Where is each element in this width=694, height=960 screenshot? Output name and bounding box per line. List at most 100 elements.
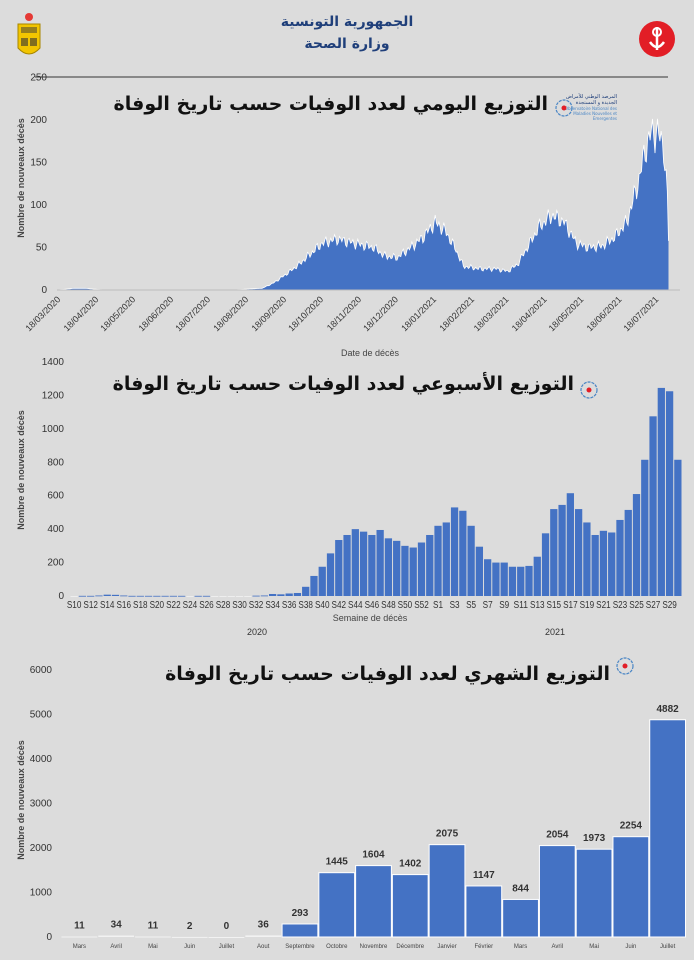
x-tick-label: Juin: [625, 944, 636, 950]
x-tick-label: S3: [450, 600, 460, 611]
weekly-bar-S46: [368, 534, 376, 596]
weekly-bar-S13: [533, 556, 541, 596]
weekly-bar-S19: [583, 522, 591, 596]
weekly-bar-S23: [616, 519, 624, 596]
monthly-bar-8: [355, 865, 392, 938]
x-tick-label: Avril: [110, 944, 122, 950]
weekly-chart-title: التوزيع الأسبوعي لعدد الوفيات حسب تاريخ …: [112, 373, 574, 395]
ministry-emblem-icon: [638, 20, 676, 58]
monthly-bar-11: [465, 885, 503, 938]
value-label: 1604: [362, 850, 385, 861]
observatory-logo-dot: [622, 663, 628, 669]
x-tick-label: S22: [166, 600, 181, 611]
y-tick-label: 800: [47, 457, 64, 468]
weekly-bar-S12: [87, 595, 95, 597]
observatory-logo: المرصد الوطني للأمراض الجديدة و المستجدة…: [555, 94, 617, 124]
weekly-bar-S24: [624, 509, 632, 596]
weekly-bar-S16: [120, 595, 128, 597]
x-tick-label: S42: [332, 600, 347, 611]
weekly-bar-S27: [211, 596, 219, 597]
x-tick-label: Aout: [257, 944, 270, 950]
y-tick-label: 0: [46, 932, 52, 943]
x-tick-label: S20: [150, 600, 165, 611]
weekly-bar-S13: [95, 595, 103, 597]
monthly-chart-title: التوزيع الشهري لعدد الوفيات حسب تاريخ ال…: [165, 663, 610, 685]
value-label: 11: [74, 921, 85, 932]
monthly-bar-0: [61, 936, 98, 938]
x-tick-label: Décembre: [396, 944, 424, 950]
value-label: 4882: [656, 704, 679, 715]
x-tick-label: S21: [596, 600, 611, 611]
header-ministry: وزارة الصحة: [304, 36, 390, 52]
weekly-bar-S2: [442, 522, 450, 596]
x-tick-label: S48: [381, 600, 396, 611]
y-tick-label: 1000: [42, 424, 65, 435]
weekly-bar-S53: [426, 534, 434, 596]
value-label: 1973: [583, 833, 606, 844]
value-label: 1445: [326, 857, 349, 868]
weekly-bar-S29: [665, 391, 674, 596]
weekly-bar-S12: [525, 565, 533, 596]
weekly-bar-S30: [235, 596, 244, 597]
weekly-bar-S11: [78, 595, 87, 597]
weekly-bar-S28: [657, 387, 665, 596]
year-label: 2021: [545, 627, 565, 637]
header-republic: الجمهورية التونسية: [280, 14, 414, 30]
weekly-bar-S48: [384, 538, 393, 596]
x-tick-label: Septembre: [285, 944, 315, 950]
x-tick-label: Novembre: [360, 944, 388, 950]
x-tick-label: 18/06/2021: [585, 294, 624, 333]
weekly-bar-S17: [566, 493, 574, 596]
y-tick-label: 3000: [30, 799, 53, 810]
x-tick-label: Janvier: [437, 944, 456, 950]
weekly-bar-S14: [103, 594, 111, 596]
x-tick-label: S14: [100, 600, 115, 611]
weekly-bar-S38: [302, 586, 310, 596]
weekly-bar-S3: [450, 507, 459, 596]
y-tick-label: 200: [47, 558, 64, 569]
x-tick-label: S9: [499, 600, 509, 611]
y-tick-label: 2000: [30, 843, 53, 854]
value-label: 844: [512, 883, 529, 894]
weekly-bar-S47: [376, 529, 384, 596]
weekly-bar-S26: [202, 595, 211, 597]
value-label: 11: [148, 921, 159, 932]
x-tick-label: S34: [265, 600, 280, 611]
monthly-bar-5: [245, 935, 282, 937]
weekly-bar-S4: [459, 510, 467, 596]
weekly-bar-S8: [492, 562, 500, 596]
value-label: 2254: [620, 821, 643, 832]
x-tick-label: Avril: [552, 944, 564, 950]
x-tick-label: Mars: [73, 944, 86, 950]
x-tick-label: 18/04/2021: [510, 294, 549, 333]
weekly-bar-S34: [268, 593, 277, 596]
monthly-bar-12: [502, 898, 539, 938]
monthly-bar-10: [428, 844, 466, 938]
weekly-bar-S1: [434, 525, 442, 596]
weekly-bar-S18: [574, 509, 583, 596]
weekly-bar-S7: [484, 559, 492, 596]
x-tick-label: S18: [133, 600, 148, 611]
weekly-bar-S29: [227, 596, 235, 597]
y-axis-title: Nombre de nouveaux décès: [16, 118, 26, 238]
x-tick-label: 18/08/2020: [211, 294, 250, 333]
year-label: 2020: [247, 627, 267, 637]
x-tick-label: S12: [83, 600, 98, 611]
monthly-bar-4: [208, 937, 245, 938]
y-axis-title: Nombre de nouveaux décès: [16, 740, 26, 860]
monthly-bar-3: [171, 936, 208, 938]
weekly-bar-S10: [508, 566, 517, 596]
x-tick-label: S32: [249, 600, 264, 611]
x-tick-label: S44: [348, 600, 363, 611]
observatory-logo-dot: [586, 387, 592, 393]
weekly-bar-S41: [326, 553, 335, 596]
y-tick-label: 1000: [30, 888, 53, 899]
monthly-bar-16: [649, 719, 686, 938]
x-tick-label: 18/09/2020: [249, 294, 288, 333]
x-tick-label: S16: [116, 600, 131, 611]
x-tick-label: S5: [466, 600, 476, 611]
monthly-bar-9: [391, 874, 429, 938]
x-tick-label: 18/12/2020: [361, 294, 400, 333]
value-label: 293: [292, 908, 309, 919]
weekly-bar-S22: [608, 532, 616, 596]
